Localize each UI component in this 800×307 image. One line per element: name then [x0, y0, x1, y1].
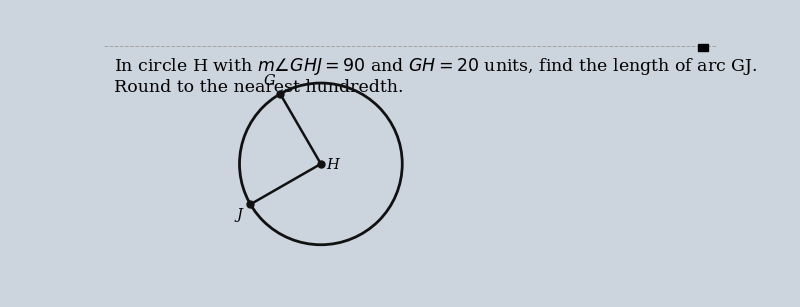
- Text: In circle H with $m\angle GHJ = 90$ and $GH = 20$ units, find the length of arc : In circle H with $m\angle GHJ = 90$ and …: [114, 56, 758, 77]
- Point: [244, 202, 257, 207]
- Bar: [698, 44, 707, 52]
- Text: Round to the nearest hundredth.: Round to the nearest hundredth.: [114, 79, 403, 96]
- Point: [274, 91, 286, 96]
- Text: H: H: [326, 158, 339, 172]
- Text: G: G: [264, 74, 275, 88]
- Text: J: J: [237, 208, 242, 222]
- Point: [314, 161, 327, 166]
